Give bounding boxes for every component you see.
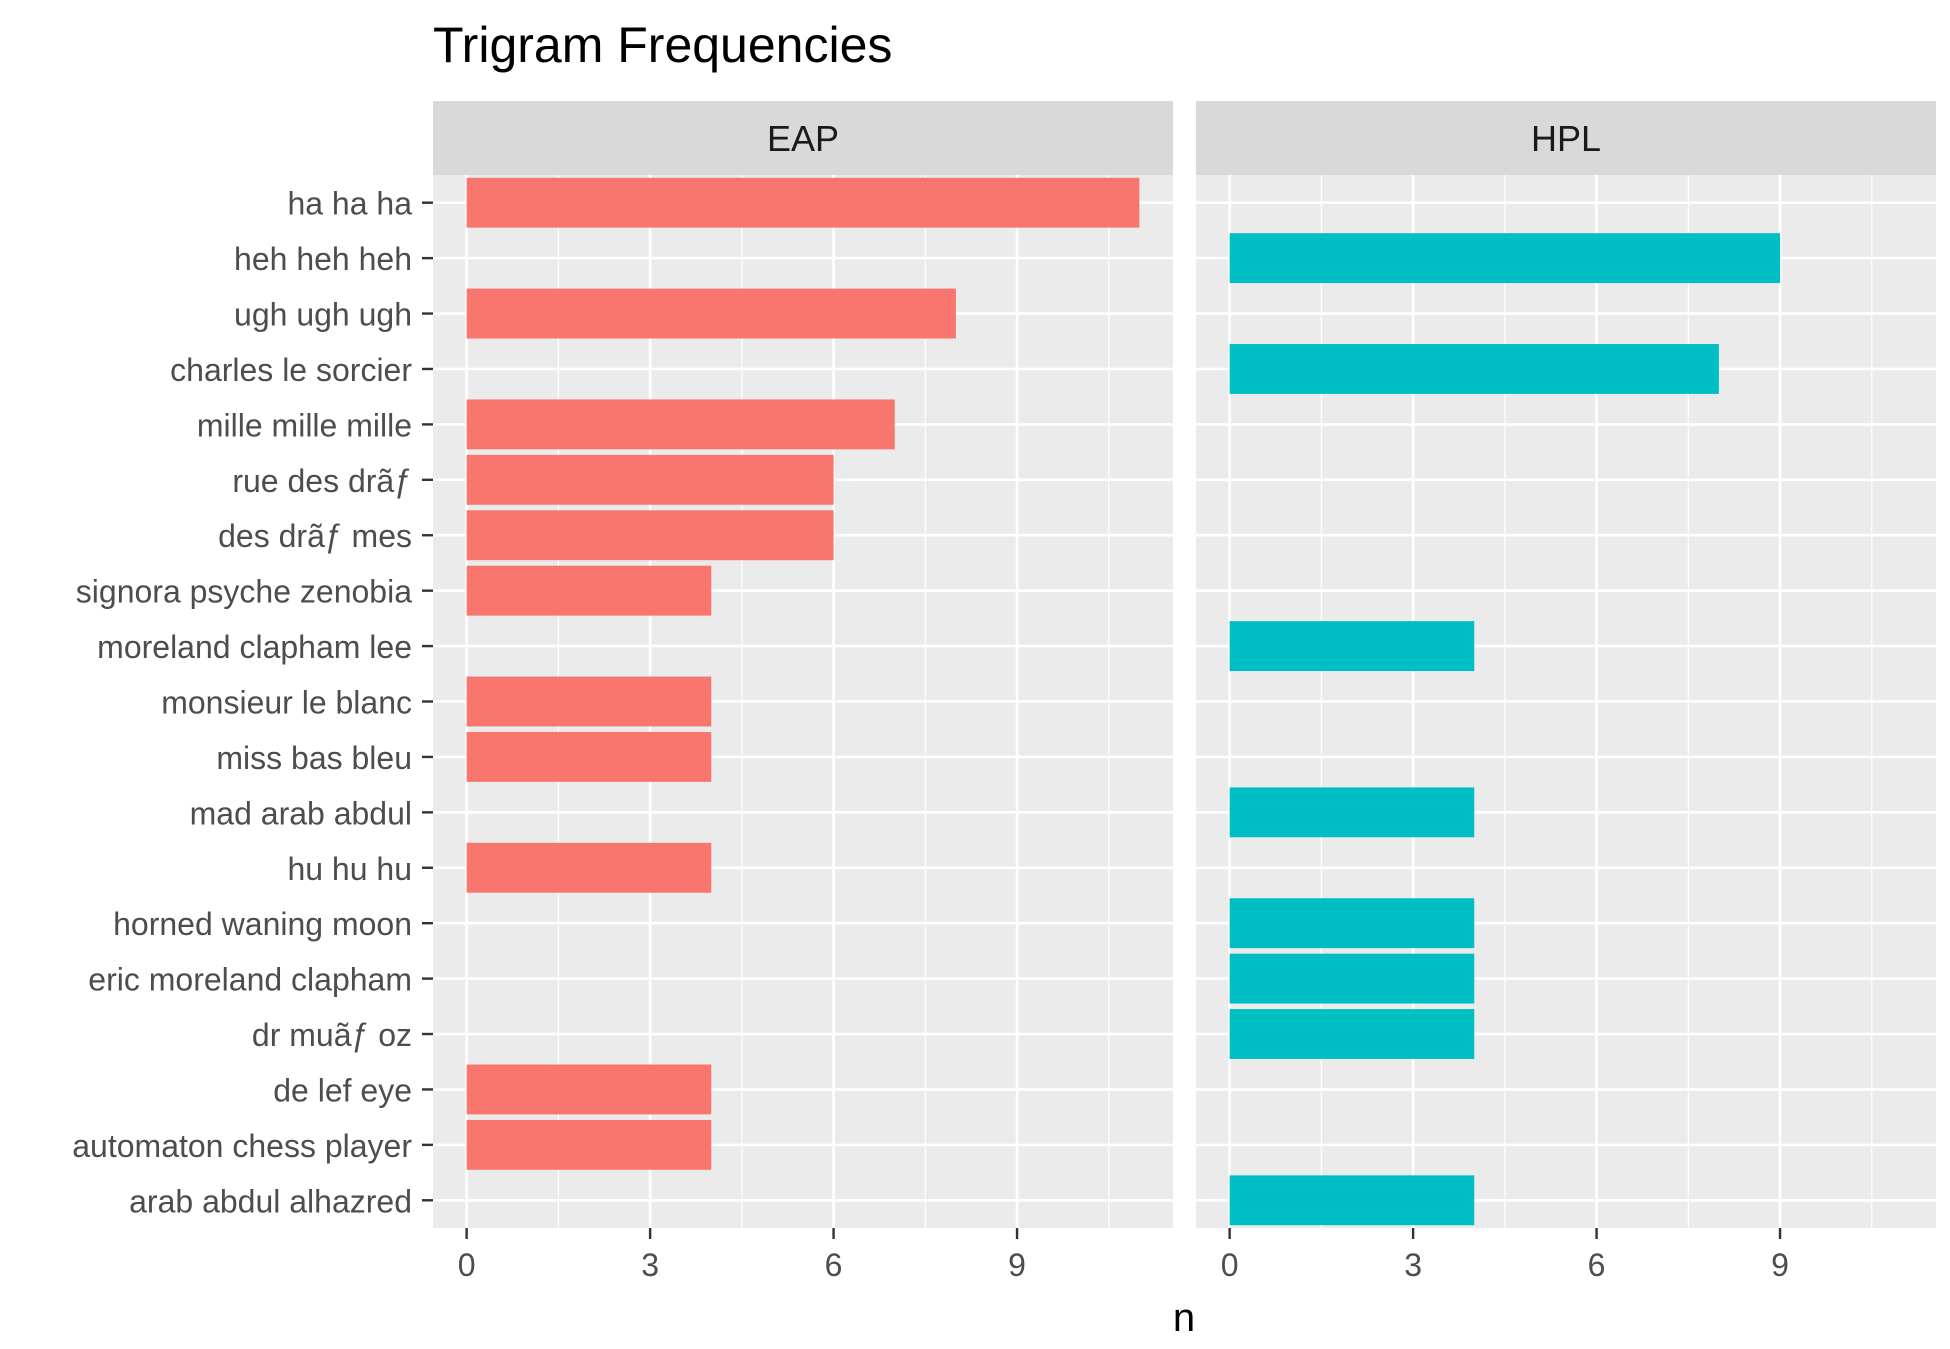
x-tick-label: 3: [641, 1247, 659, 1283]
x-tick-label: 6: [1588, 1247, 1606, 1283]
bar: [1229, 621, 1475, 672]
y-tick-label: signora psyche zenobia: [76, 574, 412, 610]
x-tick-label: 0: [1221, 1247, 1239, 1283]
y-tick-label: automaton chess player: [72, 1128, 412, 1164]
bar: [1229, 233, 1781, 284]
bar: [1229, 787, 1475, 838]
bar: [1229, 344, 1719, 394]
y-tick-label: ha ha ha: [287, 186, 412, 222]
bar: [466, 1119, 712, 1170]
y-tick-label: ugh ugh ugh: [234, 297, 412, 333]
bar: [466, 842, 712, 893]
x-tick-label: 9: [1008, 1247, 1026, 1283]
bar: [466, 288, 956, 339]
y-tick-label: mad arab abdul: [190, 795, 412, 831]
panel-hpl: HPL 0 3 6 9: [1196, 101, 1936, 1283]
x-axis-title: n: [1173, 1296, 1195, 1340]
y-tick-label: rue des drãƒ: [232, 463, 412, 499]
x-tick-label: 6: [825, 1247, 843, 1283]
facet-strip-label: HPL: [1531, 118, 1601, 159]
y-tick-label: moreland clapham lee: [97, 629, 412, 665]
y-tick-label: arab abdul alhazred: [129, 1183, 412, 1219]
y-tick-label: eric moreland clapham: [88, 962, 412, 998]
y-axis-labels: ha ha ha heh heh heh ugh ugh ugh charles le…: [72, 186, 433, 1219]
x-tick-label: 9: [1771, 1247, 1789, 1283]
bar: [466, 1064, 712, 1115]
bar: [466, 177, 1140, 228]
y-tick-label: des drãƒ mes: [218, 518, 412, 554]
bar: [466, 510, 834, 561]
y-tick-label: horned waning moon: [113, 906, 412, 942]
y-tick-label: dr muãƒ oz: [252, 1017, 412, 1053]
bar: [466, 731, 712, 782]
bar: [466, 565, 712, 616]
y-tick-label: heh heh heh: [234, 241, 412, 277]
bar: [466, 454, 834, 505]
x-tick-label: 3: [1404, 1247, 1422, 1283]
y-tick-label: miss bas bleu: [216, 740, 412, 776]
facet-strip-label: EAP: [767, 118, 839, 159]
chart-title: Trigram Frequencies: [433, 17, 892, 73]
bar: [466, 399, 895, 450]
bar: [1229, 1175, 1475, 1226]
y-tick-label: monsieur le blanc: [161, 685, 412, 721]
bar: [1229, 1009, 1475, 1059]
facet-strip: [433, 101, 1173, 175]
y-tick-label: de lef eye: [273, 1072, 412, 1108]
bar: [1229, 898, 1475, 949]
x-tick-label: 0: [458, 1247, 476, 1283]
y-tick-label: mille mille mille: [197, 407, 412, 443]
y-tick-label: charles le sorcier: [170, 352, 412, 388]
facet-panels: EAP 0 3 6 9 HPL 0 3 6 9: [433, 101, 1936, 1283]
bar: [1229, 953, 1475, 1004]
panel-eap: EAP 0 3 6 9: [433, 101, 1173, 1283]
bar: [466, 676, 712, 727]
facet-strip: [1196, 101, 1936, 175]
y-tick-label: hu hu hu: [287, 851, 412, 887]
